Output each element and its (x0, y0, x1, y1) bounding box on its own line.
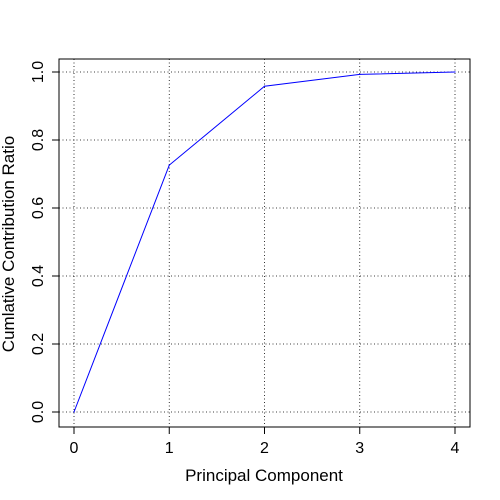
series-layer (73, 71, 456, 413)
grid-lines (59, 59, 470, 427)
x-tick-label: 2 (260, 440, 269, 457)
data-point (359, 73, 361, 75)
data-point (73, 411, 75, 413)
y-tick-label: 0.8 (30, 129, 47, 151)
y-tick-label: 1.0 (30, 61, 47, 83)
x-axis-title: Principal Component (185, 466, 343, 485)
y-tick-label: 0.0 (30, 401, 47, 423)
y-axis-title: Cumlative Contribution Ratio (0, 136, 18, 352)
x-tick-label: 4 (451, 440, 460, 457)
data-point (263, 85, 266, 87)
y-tick-label: 0.2 (30, 333, 47, 355)
data-point (168, 164, 170, 166)
x-tick-label: 0 (70, 440, 79, 457)
x-tick-label: 3 (355, 440, 364, 457)
data-point (454, 71, 456, 73)
y-tick-label: 0.4 (30, 265, 47, 287)
y-tick-label: 0.6 (30, 197, 47, 219)
plot-frame (58, 58, 471, 428)
x-tick-label: 1 (165, 440, 174, 457)
axes: 0 1 2 3 4 0.0 0.2 0.4 0.6 0.8 1.0 (30, 61, 460, 457)
